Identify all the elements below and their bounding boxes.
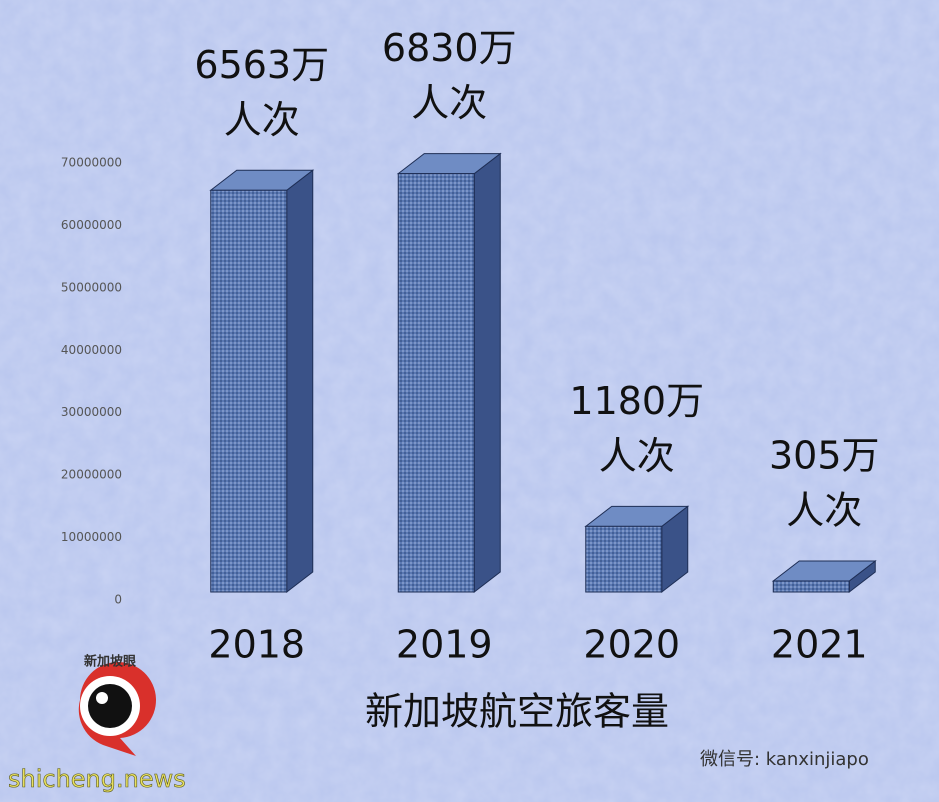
- value-label: 6830万: [382, 26, 517, 70]
- watermark: shicheng.news: [8, 765, 186, 793]
- y-tick-label: 40000000: [61, 343, 122, 357]
- x-tick-label: 2021: [771, 623, 868, 667]
- value-label: 人次: [599, 434, 675, 478]
- y-tick-label: 10000000: [61, 530, 122, 544]
- y-tick-label: 50000000: [61, 280, 122, 294]
- x-tick-label: 2018: [208, 623, 305, 667]
- bar-side: [286, 169, 314, 594]
- y-tick-label: 20000000: [61, 468, 122, 482]
- y-tick-label: 60000000: [61, 218, 122, 232]
- y-tick-label: 30000000: [61, 405, 122, 419]
- bar: [210, 189, 288, 593]
- bar: [772, 580, 850, 593]
- chart-title: 新加坡航空旅客量: [365, 690, 669, 734]
- value-label: 人次: [786, 488, 862, 532]
- wechat-id: 微信号: kanxinjiapo: [700, 749, 869, 770]
- x-tick-label: 2020: [583, 623, 680, 667]
- value-label: 人次: [224, 98, 300, 142]
- y-tick-label: 70000000: [61, 156, 122, 170]
- value-label: 人次: [411, 81, 487, 125]
- bar: [585, 525, 663, 593]
- value-label: 6563万: [194, 43, 329, 87]
- logo: [78, 662, 156, 756]
- y-tick-label: 0: [114, 593, 122, 607]
- logo-text: 新加坡眼: [84, 654, 137, 670]
- x-tick-label: 2019: [396, 623, 493, 667]
- value-label: 305万: [769, 433, 880, 477]
- bar-side: [473, 152, 501, 594]
- value-label: 1180万: [569, 379, 704, 423]
- bar: [397, 173, 475, 593]
